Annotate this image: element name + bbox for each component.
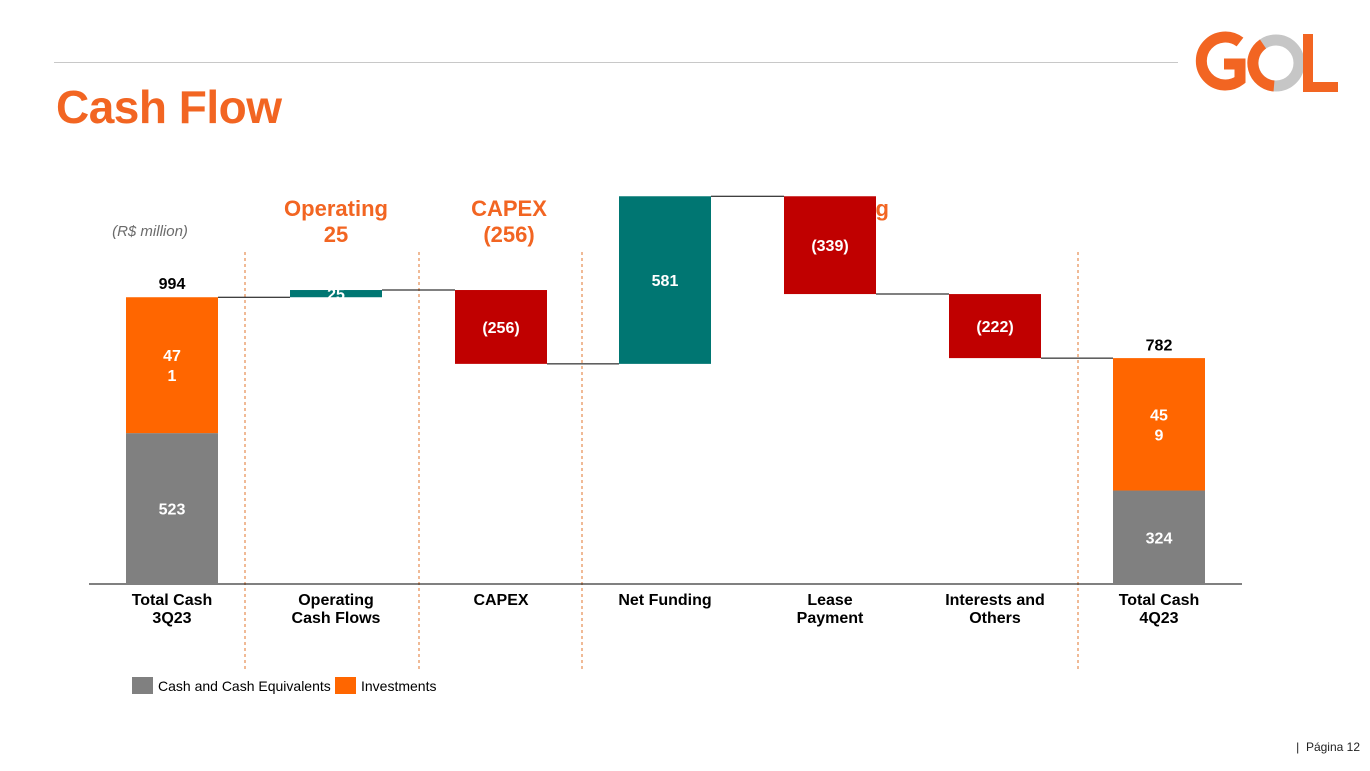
- category-label-6-2: Others: [969, 610, 1021, 627]
- legend-swatch-investments: [335, 677, 356, 694]
- group-value-capex: (256): [483, 222, 534, 247]
- stack-label-1-1-1: 1: [168, 368, 177, 385]
- delta-label-2: 25: [327, 287, 345, 304]
- stack-label-1-1-0: 47: [163, 348, 181, 365]
- stack-label-1-0-0: 523: [159, 502, 186, 519]
- total-label-7: 782: [1146, 337, 1173, 354]
- legend-label-investments: Investments: [361, 678, 436, 694]
- unit-label: (R$ million): [112, 223, 188, 240]
- group-title-operating: Operating: [284, 196, 388, 221]
- legend-label-cash: Cash and Cash Equivalents: [158, 678, 331, 694]
- logo-letter-l: [1303, 34, 1338, 92]
- category-label-6-1: Interests and: [945, 592, 1045, 609]
- stack-label-7-1-1: 9: [1155, 427, 1164, 444]
- stack-label-7-0-0: 324: [1146, 530, 1173, 547]
- category-label-4-1: Net Funding: [618, 592, 711, 609]
- page-title: Cash Flow: [56, 81, 282, 133]
- page-number: Página 12: [1305, 740, 1360, 754]
- delta-bar-3: [455, 290, 547, 364]
- category-label-5-2: Payment: [797, 610, 864, 627]
- category-label-7-1: Total Cash: [1119, 592, 1200, 609]
- gol-logo: [1195, 31, 1338, 92]
- logo-letter-o-front: [1247, 39, 1275, 92]
- category-label-5-1: Lease: [807, 592, 852, 609]
- logo-letter-g: [1195, 31, 1246, 91]
- delta-bar-4: [619, 196, 711, 364]
- stack-bar-1-investments: [126, 297, 218, 434]
- category-label-2-1: Operating: [298, 592, 374, 609]
- delta-label-3: (256): [482, 320, 519, 337]
- legend-swatch-cash: [132, 677, 153, 694]
- delta-label-5: (339): [811, 238, 848, 255]
- group-title-capex: CAPEX: [471, 196, 547, 221]
- delta-bar-5: [784, 196, 876, 295]
- delta-bar-2: [290, 290, 382, 298]
- stack-bar-7-cash: [1113, 490, 1205, 584]
- category-label-7-2: 4Q23: [1139, 610, 1178, 627]
- footer-separator: |: [1296, 740, 1300, 754]
- stack-label-7-1-0: 45: [1150, 407, 1168, 424]
- category-label-1-2: 3Q23: [152, 610, 191, 627]
- stack-bar-7-investments: [1113, 358, 1205, 491]
- category-label-1-1: Total Cash: [132, 592, 213, 609]
- delta-label-6: (222): [976, 319, 1013, 336]
- page-footer: | Página 12: [1296, 740, 1360, 754]
- delta-bar-6: [949, 294, 1041, 359]
- total-label-1: 994: [159, 276, 186, 293]
- delta-label-4: 581: [652, 273, 679, 290]
- header-rule: [54, 62, 1178, 63]
- category-label-2-2: Cash Flows: [292, 610, 381, 627]
- group-value-operating: 25: [324, 222, 348, 247]
- category-label-3-1: CAPEX: [473, 592, 528, 609]
- stack-bar-1-cash: [126, 433, 218, 584]
